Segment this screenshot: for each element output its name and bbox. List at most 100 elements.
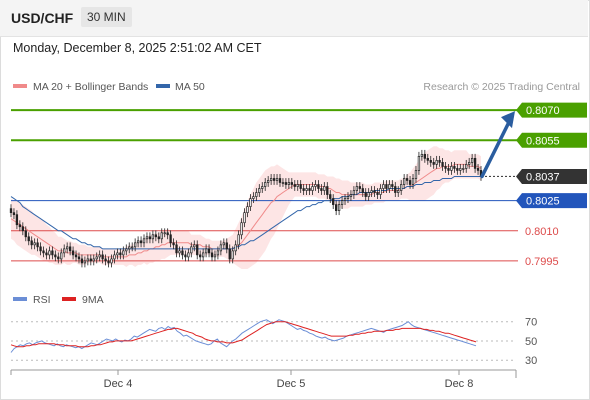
candle [234, 240, 237, 256]
candle-body [201, 252, 205, 258]
candle [98, 250, 101, 262]
candle [36, 238, 39, 252]
candle-body [125, 248, 128, 252]
candle-body [332, 198, 335, 205]
candle [68, 242, 72, 256]
level-tag-0-8055: 0.8055 [516, 132, 587, 148]
level-tag-label: 0.8025 [526, 196, 560, 208]
candle [92, 254, 95, 266]
candle [355, 182, 359, 195]
candle [104, 254, 107, 266]
candle-body [379, 188, 382, 195]
candle [462, 163, 465, 173]
candle-body [145, 236, 149, 240]
candle [476, 163, 480, 175]
candle-body [216, 250, 220, 256]
candle [86, 254, 90, 266]
candle [33, 238, 36, 250]
ma50-legend-label: MA 50 [175, 81, 205, 93]
level-tag-0-8070: 0.8070 [516, 102, 587, 118]
candle [139, 236, 143, 248]
candle [83, 256, 87, 268]
candle-body [293, 184, 296, 187]
candle [349, 190, 353, 201]
candle [388, 180, 391, 193]
candle-body [462, 168, 465, 170]
candle [456, 163, 459, 175]
timeframe-badge[interactable]: 30 MIN [81, 7, 132, 27]
level-tags: 0.8070 0.8055 0.8037 0.8025 0.8010 0.7995 [516, 102, 587, 268]
candle [116, 248, 119, 260]
candle-body [184, 254, 187, 258]
candle-body [243, 212, 246, 224]
candle-body [234, 244, 237, 252]
candle-body [30, 240, 33, 246]
candle [175, 240, 178, 258]
candle [320, 184, 323, 195]
rsi-legend-swatch [13, 297, 27, 301]
candle [402, 174, 406, 189]
level-label-0-8010: 0.8010 [525, 226, 559, 238]
candle-body [337, 204, 341, 211]
candle-body [237, 234, 240, 246]
candle [169, 230, 172, 248]
candle [201, 248, 205, 262]
candle-body [252, 196, 255, 199]
candle-body [329, 194, 332, 199]
candlesticks [9, 149, 483, 268]
candle-body [453, 166, 456, 169]
candle [154, 230, 158, 242]
candle-body [36, 242, 39, 248]
candle-body [95, 256, 98, 260]
candle-body [178, 250, 181, 254]
level-tag-label: 0.8070 [526, 105, 560, 117]
candle [293, 180, 296, 191]
candle [113, 250, 116, 264]
candle-body [367, 192, 370, 197]
candle-body [382, 184, 385, 189]
candle-body [104, 258, 107, 262]
candle [382, 180, 385, 193]
x-tick-label: Dec 8 [445, 378, 474, 390]
candle-body [261, 186, 264, 189]
candle-body [435, 160, 438, 165]
candle-body [193, 244, 196, 248]
candle [408, 176, 412, 189]
candle-body [411, 178, 415, 185]
candle [317, 180, 320, 193]
candle [80, 254, 84, 268]
candle [228, 244, 231, 264]
level-tag-shape [516, 102, 587, 118]
rsi-series-rsi [10, 319, 477, 353]
candle [473, 153, 477, 173]
forecast-arrow [480, 111, 515, 179]
candle [258, 184, 261, 197]
candle [311, 182, 314, 195]
candle-body [119, 252, 122, 256]
candle [74, 250, 78, 262]
candle [51, 246, 54, 260]
candle-body [169, 234, 172, 244]
candle [107, 256, 110, 268]
candle-body [355, 186, 359, 191]
candle [459, 163, 462, 175]
candle [54, 250, 57, 262]
candle-body [21, 226, 24, 232]
candle-body [296, 184, 299, 187]
candle-body [358, 186, 361, 189]
chart-header: USD/CHF 30 MIN [0, 0, 588, 37]
level-tag-shape [516, 168, 587, 184]
candle [314, 180, 317, 191]
candle-body [213, 254, 217, 258]
candle [264, 178, 267, 191]
candle [21, 222, 24, 236]
candle-body [222, 242, 225, 246]
candle [77, 252, 81, 264]
candle-body [101, 254, 104, 260]
candle-body [314, 184, 317, 187]
candle-body [154, 234, 158, 238]
candle [66, 242, 69, 254]
candle-body [68, 246, 72, 252]
candle [246, 202, 249, 218]
